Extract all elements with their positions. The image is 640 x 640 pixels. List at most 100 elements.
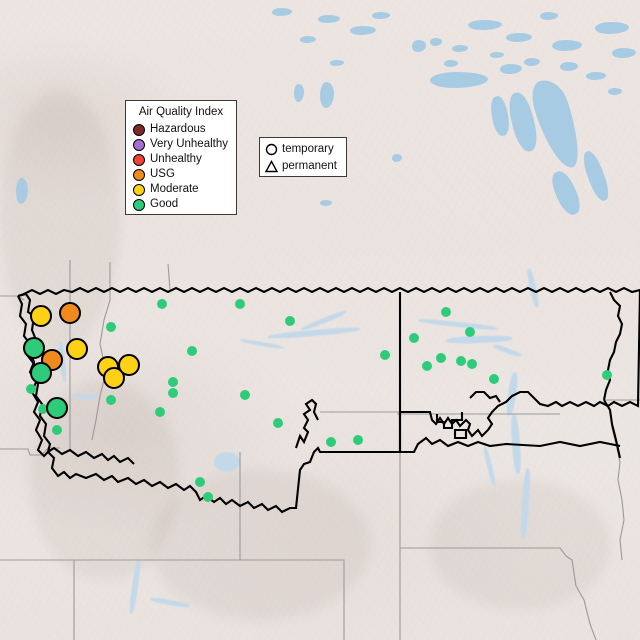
- aqi-legend-label: USG: [150, 168, 175, 180]
- lake: [500, 64, 522, 74]
- lake: [612, 48, 636, 58]
- yellowstone-notch: [295, 398, 319, 449]
- state-border-gray: [167, 263, 171, 291]
- monitor-marker[interactable]: [465, 327, 475, 337]
- river: [214, 452, 240, 472]
- aqi-legend-label: Good: [150, 198, 179, 210]
- aqi-legend-swatch: [133, 183, 145, 196]
- lake: [372, 12, 390, 19]
- lake: [560, 62, 578, 71]
- monitor-marker[interactable]: [456, 356, 466, 366]
- monitor-marker[interactable]: [240, 390, 250, 400]
- monitor-marker[interactable]: [353, 435, 363, 445]
- monitor-marker[interactable]: [187, 346, 197, 356]
- monitor-marker[interactable]: [409, 333, 419, 343]
- monitor-marker[interactable]: [380, 350, 390, 360]
- lake: [294, 84, 304, 102]
- aqi-legend-label: Hazardous: [150, 123, 206, 135]
- aqi-legend-swatch: [133, 123, 145, 136]
- symbol-legend-row-permanent: permanent: [265, 158, 341, 175]
- lake: [490, 52, 504, 58]
- lake: [350, 26, 376, 35]
- lake: [595, 22, 629, 34]
- state-border-gray: [74, 559, 345, 640]
- aqi-legend-swatch: [133, 168, 145, 181]
- reservation-outline: [453, 428, 468, 440]
- monitor-marker[interactable]: [46, 397, 68, 419]
- aqi-legend-title: Air Quality Index: [138, 106, 224, 118]
- monitor-marker[interactable]: [157, 299, 167, 309]
- monitor-marker[interactable]: [195, 477, 205, 487]
- monitor-marker[interactable]: [326, 437, 336, 447]
- monitor-marker[interactable]: [118, 354, 140, 376]
- monitor-marker[interactable]: [106, 322, 116, 332]
- monitor-marker[interactable]: [155, 407, 165, 417]
- monitor-marker[interactable]: [285, 316, 295, 326]
- monitor-marker[interactable]: [235, 299, 245, 309]
- lake: [586, 72, 606, 80]
- monitor-marker[interactable]: [38, 404, 48, 414]
- monitor-marker[interactable]: [26, 384, 36, 394]
- aqi-legend-items: Hazardous Very Unhealthy Unhealthy USG Moder…: [133, 122, 229, 212]
- monitor-marker[interactable]: [59, 302, 81, 324]
- lake: [272, 8, 292, 16]
- lake: [16, 178, 28, 204]
- lake: [524, 58, 540, 66]
- lake: [320, 200, 332, 206]
- state-border-gray: [0, 559, 75, 640]
- lake: [430, 38, 442, 46]
- lake: [320, 82, 334, 108]
- aqi-legend-item-usg: USG: [133, 167, 229, 182]
- aqi-legend-item-unhealthy: Unhealthy: [133, 152, 229, 167]
- aqi-legend-swatch: [133, 198, 145, 211]
- terrain-shade: [430, 480, 610, 610]
- lake: [552, 40, 582, 51]
- monitor-marker[interactable]: [422, 361, 432, 371]
- aqi-legend-item-good: Good: [133, 197, 229, 212]
- monitor-marker[interactable]: [602, 370, 612, 380]
- reservation-outline: [435, 412, 464, 430]
- aqi-legend-item-hazardous: Hazardous: [133, 122, 229, 137]
- lake: [506, 33, 532, 42]
- monitor-marker[interactable]: [106, 395, 116, 405]
- lake: [608, 88, 622, 95]
- monitor-marker[interactable]: [441, 307, 451, 317]
- lake: [540, 12, 558, 20]
- symbol-legend-label-permanent: permanent: [282, 160, 337, 172]
- lake: [468, 20, 502, 30]
- aqi-legend-label: Moderate: [150, 183, 199, 195]
- monitor-marker[interactable]: [489, 374, 499, 384]
- monitor-marker[interactable]: [467, 359, 477, 369]
- symbol-legend-row-temporary: temporary: [265, 141, 341, 158]
- state-border-black: [602, 291, 624, 401]
- aqi-legend-item-very-unhealthy: Very Unhealthy: [133, 137, 229, 152]
- monitor-marker[interactable]: [436, 353, 446, 363]
- monitor-marker[interactable]: [168, 388, 178, 398]
- monitor-marker[interactable]: [30, 362, 52, 384]
- monitor-marker[interactable]: [23, 337, 45, 359]
- monitor-marker[interactable]: [52, 425, 62, 435]
- lake: [430, 72, 488, 88]
- lake: [392, 154, 402, 162]
- reservation-outline: [469, 390, 501, 403]
- monitor-marker[interactable]: [66, 338, 88, 360]
- symbol-legend-label-temporary: temporary: [282, 143, 334, 155]
- aqi-legend-swatch: [133, 153, 145, 166]
- state-border-black: [17, 286, 640, 514]
- monitor-marker[interactable]: [168, 377, 178, 387]
- lake: [318, 15, 340, 23]
- terrain-shade: [150, 470, 370, 620]
- aqi-legend-item-moderate: Moderate: [133, 182, 229, 197]
- monitor-marker[interactable]: [30, 305, 52, 327]
- monitor-marker[interactable]: [203, 492, 213, 502]
- lake: [300, 36, 316, 43]
- triangle-marker-icon: [265, 160, 278, 173]
- aqi-legend: Air Quality Index Hazardous Very Unhealth…: [125, 100, 237, 215]
- state-border-gray: [400, 547, 597, 640]
- lake: [412, 40, 426, 52]
- monitor-marker[interactable]: [103, 367, 125, 389]
- monitor-marker[interactable]: [273, 418, 283, 428]
- aqi-legend-swatch: [133, 138, 145, 151]
